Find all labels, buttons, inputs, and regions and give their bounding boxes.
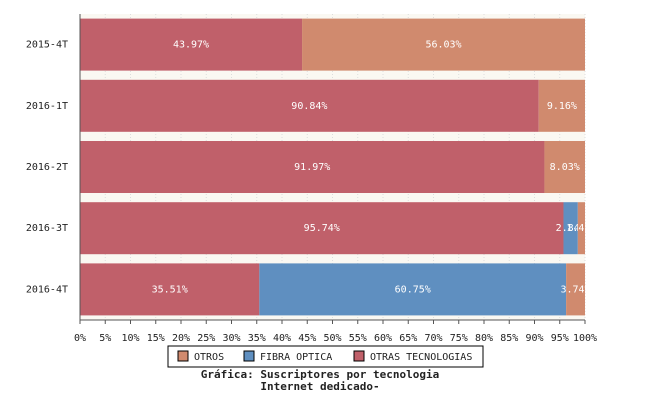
x-tick-label: 45% — [298, 333, 316, 344]
x-tick-label: 95% — [551, 333, 569, 344]
bar-segment — [302, 18, 585, 71]
x-tick-label: 85% — [500, 333, 518, 344]
legend-label: OTRAS TECNOLOGIAS — [370, 352, 472, 363]
chart-title: Gráfica: Suscriptores por tecnologia — [201, 368, 439, 381]
x-tick-label: 0% — [74, 333, 86, 344]
legend-swatch — [243, 350, 255, 362]
legend-label: OTROS — [194, 352, 224, 363]
x-tick-label: 35% — [248, 333, 266, 344]
x-tick-label: 30% — [222, 333, 240, 344]
x-tick-label: 80% — [475, 333, 493, 344]
bar-segment — [577, 202, 585, 255]
y-tick-label: 2016-3T — [26, 223, 68, 234]
x-tick-label: 40% — [273, 333, 291, 344]
legend-label: FIBRA OPTICA — [260, 352, 332, 363]
bar-segment — [538, 79, 585, 132]
data-label: 35.51% — [152, 284, 188, 295]
x-tick-label: 70% — [424, 333, 442, 344]
x-tick-label: 20% — [172, 333, 190, 344]
data-label: 8.03% — [550, 162, 580, 173]
x-tick-label: 75% — [450, 333, 468, 344]
bar-segment — [80, 263, 260, 316]
chart-title: Internet dedicado- — [260, 380, 379, 393]
x-tick-label: 10% — [121, 333, 139, 344]
y-tick-label: 2016-4T — [26, 284, 68, 295]
x-tick-label: 50% — [323, 333, 341, 344]
bar-segment — [80, 18, 303, 71]
data-label: 9.16% — [547, 101, 577, 112]
x-tick-label: 90% — [525, 333, 543, 344]
bar-segment — [80, 202, 564, 255]
data-label: 91.97% — [294, 162, 330, 173]
data-label: 1.42% — [566, 223, 596, 234]
data-label: 56.03% — [425, 40, 461, 51]
x-tick-label: 100% — [573, 333, 597, 344]
data-label: 90.84% — [291, 101, 327, 112]
bar-segment — [544, 141, 585, 193]
data-label: 43.97% — [173, 40, 209, 51]
data-label: 2.84% — [556, 223, 586, 234]
bar-segment — [80, 79, 539, 132]
data-label: 60.75% — [395, 284, 431, 295]
x-tick-label: 5% — [99, 333, 111, 344]
x-tick-label: 25% — [197, 333, 215, 344]
x-tick-label: 55% — [349, 333, 367, 344]
legend-swatch — [177, 350, 189, 362]
y-tick-label: 2016-1T — [26, 101, 68, 112]
y-tick-label: 2015-4T — [26, 40, 68, 51]
bar-segment — [80, 141, 545, 193]
bar-segment — [563, 202, 578, 255]
x-tick-label: 15% — [147, 333, 165, 344]
bar-segment — [566, 263, 585, 316]
bar-segment — [259, 263, 567, 316]
legend-swatch — [353, 350, 365, 362]
data-label: 3.74% — [561, 284, 591, 295]
x-tick-label: 65% — [399, 333, 417, 344]
y-tick-label: 2016-2T — [26, 162, 68, 173]
data-label: 95.74% — [304, 223, 340, 234]
x-tick-label: 60% — [374, 333, 392, 344]
